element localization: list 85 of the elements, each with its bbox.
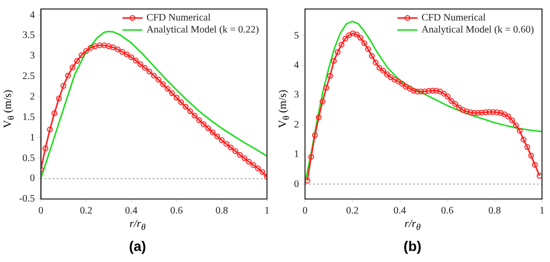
y-tick-label: 3 <box>30 50 35 62</box>
point <box>228 144 234 150</box>
point <box>187 108 193 114</box>
point <box>46 126 53 132</box>
point <box>232 148 238 154</box>
point <box>246 158 252 165</box>
point <box>255 165 261 172</box>
point <box>74 58 80 64</box>
y-tick-label: 4 <box>30 10 35 21</box>
y-tick-label: 3 <box>294 90 299 101</box>
legend-label: CFD Numerical <box>421 12 486 24</box>
point <box>110 44 116 50</box>
point <box>137 61 144 68</box>
point <box>174 94 180 101</box>
y-tick-label: 3.5 <box>22 30 35 42</box>
y-tick-label: 2 <box>294 119 299 130</box>
x-axis-title: r/r$_{θ}$ <box>403 218 422 232</box>
point <box>200 121 207 128</box>
point <box>106 43 112 50</box>
x-tick-label: 0.6 <box>170 206 183 217</box>
point <box>241 155 248 162</box>
x-axis-title: r/r$_{θ}$ <box>128 218 147 232</box>
point <box>250 162 256 168</box>
point <box>70 64 76 70</box>
point <box>83 48 89 54</box>
legend-label: Analytical Model (k = 0.60) <box>421 24 534 36</box>
x-tick-label: 0.4 <box>125 206 138 217</box>
x-tick-label: 0.8 <box>488 206 501 217</box>
point <box>192 112 198 119</box>
point <box>114 46 121 52</box>
point <box>151 72 157 78</box>
x-tick-label: 0.8 <box>216 206 228 217</box>
y-tick-label: 1.5 <box>22 112 35 123</box>
x-tick-label: 0.4 <box>394 206 406 217</box>
point <box>260 169 266 175</box>
point <box>142 64 148 71</box>
text: (a) <box>128 238 148 254</box>
point <box>52 110 58 116</box>
point <box>182 104 188 110</box>
point <box>65 72 71 78</box>
y-tick-label: 1 <box>294 149 299 160</box>
x-tick-label: 0 <box>302 206 308 217</box>
y-tick-label: 0 <box>294 178 299 190</box>
point <box>60 82 66 89</box>
legend-label: CFD Numerical <box>146 12 211 24</box>
point <box>78 52 84 58</box>
point <box>223 140 230 147</box>
point <box>88 44 94 51</box>
x-tick-label: 0.2 <box>346 206 359 217</box>
point <box>56 96 62 102</box>
point <box>210 130 216 136</box>
point <box>92 43 98 50</box>
point <box>128 54 134 60</box>
point <box>156 76 162 83</box>
y-tick-label: 2 <box>30 91 35 102</box>
point <box>178 99 184 106</box>
y-tick-label: 5 <box>294 30 299 42</box>
y-tick-label: 2.5 <box>22 71 35 82</box>
y-tick-label: 1 <box>30 132 35 144</box>
x-tick-label: 0 <box>38 206 44 217</box>
point <box>124 51 130 58</box>
y-tick-label: 0.5 <box>22 152 35 164</box>
point <box>119 49 126 55</box>
point <box>205 125 212 132</box>
point <box>196 117 202 124</box>
point <box>169 90 175 96</box>
x-tick-label: 1 <box>540 206 544 217</box>
y-tick-label: -0.5 <box>18 194 35 205</box>
y-tick-label: 4 <box>294 60 299 72</box>
point <box>218 137 225 144</box>
text: (b) <box>402 238 422 254</box>
point <box>132 58 139 64</box>
y-tick-label: 0 <box>30 173 35 184</box>
x-tick-label: 1 <box>264 206 270 217</box>
point <box>96 42 103 48</box>
point <box>236 152 243 158</box>
point <box>214 134 220 140</box>
point <box>42 145 48 152</box>
legend-label: Analytical Model (k = 0.22) <box>146 24 260 36</box>
point <box>146 68 152 74</box>
x-tick-label: 0.2 <box>80 206 92 217</box>
x-tick-label: 0.6 <box>440 206 454 217</box>
point <box>160 81 166 88</box>
point <box>164 86 170 92</box>
point <box>101 42 108 48</box>
